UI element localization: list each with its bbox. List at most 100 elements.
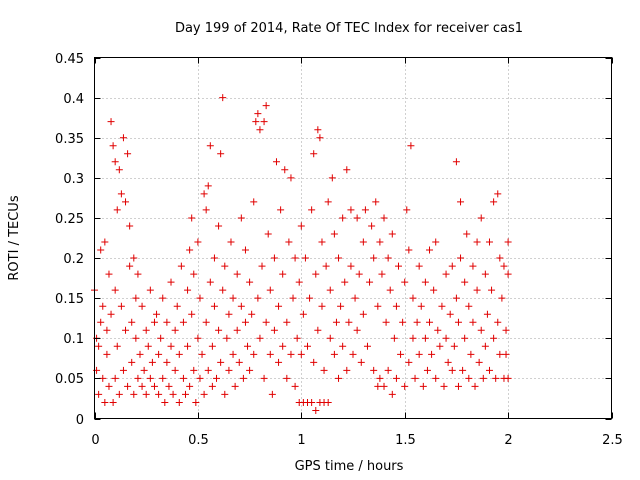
data-point <box>359 238 367 246</box>
data-point <box>246 366 254 374</box>
data-point <box>163 358 171 366</box>
data-point <box>268 390 276 398</box>
data-point <box>316 134 324 142</box>
y-tick-label: 0.4 <box>63 92 84 107</box>
data-point <box>206 142 214 150</box>
data-point <box>378 270 386 278</box>
data-point <box>337 302 345 310</box>
data-point <box>467 350 475 358</box>
data-point <box>225 310 233 318</box>
data-point <box>159 374 167 382</box>
data-point <box>304 342 312 350</box>
data-point <box>475 358 483 366</box>
data-point <box>301 254 309 262</box>
data-point <box>223 334 231 342</box>
data-point <box>260 118 268 126</box>
data-point <box>318 238 326 246</box>
data-point <box>115 390 123 398</box>
data-point <box>452 158 460 166</box>
data-point <box>477 326 485 334</box>
data-point <box>219 94 227 102</box>
data-point <box>179 318 187 326</box>
data-point <box>200 190 208 198</box>
data-point <box>293 334 301 342</box>
data-point <box>312 406 320 414</box>
data-point <box>122 198 130 206</box>
data-point <box>457 198 465 206</box>
data-point <box>122 326 130 334</box>
data-point <box>111 374 119 382</box>
data-point <box>394 262 402 270</box>
y-tick-label: 0.1 <box>63 332 84 347</box>
data-point <box>359 310 367 318</box>
data-point <box>287 174 295 182</box>
data-point <box>339 214 347 222</box>
data-point <box>262 102 270 110</box>
data-point <box>500 262 508 270</box>
data-point <box>138 382 146 390</box>
data-point <box>229 294 237 302</box>
data-point <box>124 150 132 158</box>
data-point <box>275 302 283 310</box>
data-point <box>200 390 208 398</box>
data-point <box>450 342 458 350</box>
data-point <box>184 342 192 350</box>
data-point <box>370 254 378 262</box>
data-point <box>434 326 442 334</box>
data-point <box>502 326 510 334</box>
data-point <box>119 366 127 374</box>
data-point <box>289 294 297 302</box>
data-point <box>312 270 320 278</box>
data-point <box>233 326 241 334</box>
data-point <box>343 166 351 174</box>
data-point <box>109 142 117 150</box>
data-point <box>173 302 181 310</box>
data-point <box>291 382 299 390</box>
y-tick-label: 0.35 <box>55 132 84 147</box>
data-point <box>405 246 413 254</box>
data-point <box>343 366 351 374</box>
data-point <box>421 278 429 286</box>
data-point <box>496 350 504 358</box>
data-point <box>231 382 239 390</box>
data-point <box>130 390 138 398</box>
data-point <box>481 270 489 278</box>
data-point <box>95 390 103 398</box>
data-point <box>177 262 185 270</box>
data-point <box>314 326 322 334</box>
data-point <box>355 270 363 278</box>
data-point <box>384 366 392 374</box>
data-point <box>167 342 175 350</box>
data-point <box>345 318 353 326</box>
data-point <box>370 366 378 374</box>
data-point <box>181 390 189 398</box>
data-point <box>196 374 204 382</box>
data-point <box>128 358 136 366</box>
data-point <box>103 326 111 334</box>
data-point <box>384 254 392 262</box>
data-point <box>155 390 163 398</box>
y-tick-label: 0.3 <box>63 172 84 187</box>
data-point <box>148 358 156 366</box>
y-tick-label: 0 <box>76 413 84 428</box>
data-point <box>250 350 258 358</box>
data-point <box>128 318 136 326</box>
data-point <box>415 350 423 358</box>
data-point <box>107 118 115 126</box>
data-point <box>411 374 419 382</box>
data-point <box>155 350 163 358</box>
data-point <box>481 342 489 350</box>
data-point <box>440 382 448 390</box>
data-point <box>270 254 278 262</box>
data-point <box>310 358 318 366</box>
data-point <box>308 398 316 406</box>
data-point <box>504 270 512 278</box>
data-point <box>279 342 287 350</box>
data-point <box>142 390 150 398</box>
data-point <box>169 390 177 398</box>
data-point <box>401 382 409 390</box>
data-point <box>194 238 202 246</box>
data-point <box>97 246 105 254</box>
data-point <box>297 222 305 230</box>
